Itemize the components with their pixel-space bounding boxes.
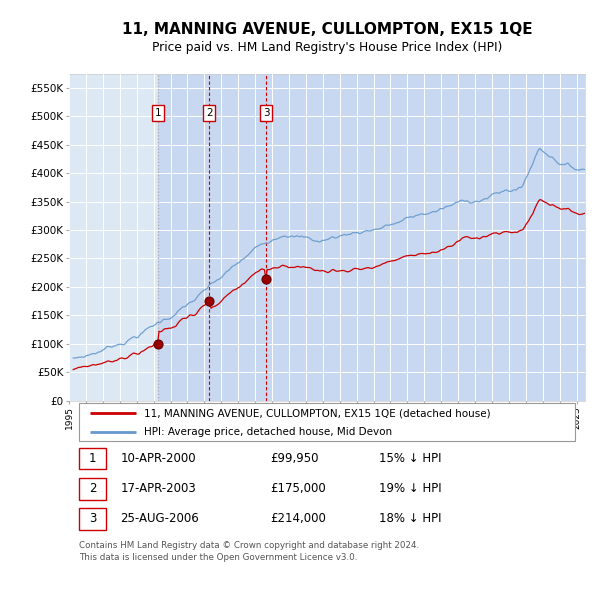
Text: 3: 3 (263, 108, 269, 118)
Text: 10-APR-2000: 10-APR-2000 (121, 452, 196, 465)
Text: £214,000: £214,000 (270, 512, 326, 525)
Text: 25-AUG-2006: 25-AUG-2006 (121, 512, 199, 525)
Text: 19% ↓ HPI: 19% ↓ HPI (379, 482, 441, 495)
Text: £175,000: £175,000 (270, 482, 326, 495)
Bar (158, 74, 585, 401)
FancyBboxPatch shape (79, 403, 575, 441)
Text: 3: 3 (89, 512, 97, 525)
Text: HPI: Average price, detached house, Mid Devon: HPI: Average price, detached house, Mid … (144, 427, 392, 437)
Text: 1: 1 (155, 108, 161, 118)
Text: 2: 2 (89, 482, 97, 495)
Text: Contains HM Land Registry data © Crown copyright and database right 2024.
This d: Contains HM Land Registry data © Crown c… (79, 541, 419, 562)
FancyBboxPatch shape (79, 478, 106, 500)
Text: 2: 2 (206, 108, 212, 118)
Text: 11, MANNING AVENUE, CULLOMPTON, EX15 1QE (detached house): 11, MANNING AVENUE, CULLOMPTON, EX15 1QE… (144, 408, 490, 418)
Text: 11, MANNING AVENUE, CULLOMPTON, EX15 1QE: 11, MANNING AVENUE, CULLOMPTON, EX15 1QE (122, 22, 532, 37)
Text: 17-APR-2003: 17-APR-2003 (121, 482, 196, 495)
Text: 1: 1 (89, 452, 97, 465)
Text: 18% ↓ HPI: 18% ↓ HPI (379, 512, 441, 525)
Text: 15% ↓ HPI: 15% ↓ HPI (379, 452, 441, 465)
FancyBboxPatch shape (79, 508, 106, 530)
Text: £99,950: £99,950 (270, 452, 319, 465)
FancyBboxPatch shape (79, 448, 106, 470)
Text: Price paid vs. HM Land Registry's House Price Index (HPI): Price paid vs. HM Land Registry's House … (152, 41, 502, 54)
